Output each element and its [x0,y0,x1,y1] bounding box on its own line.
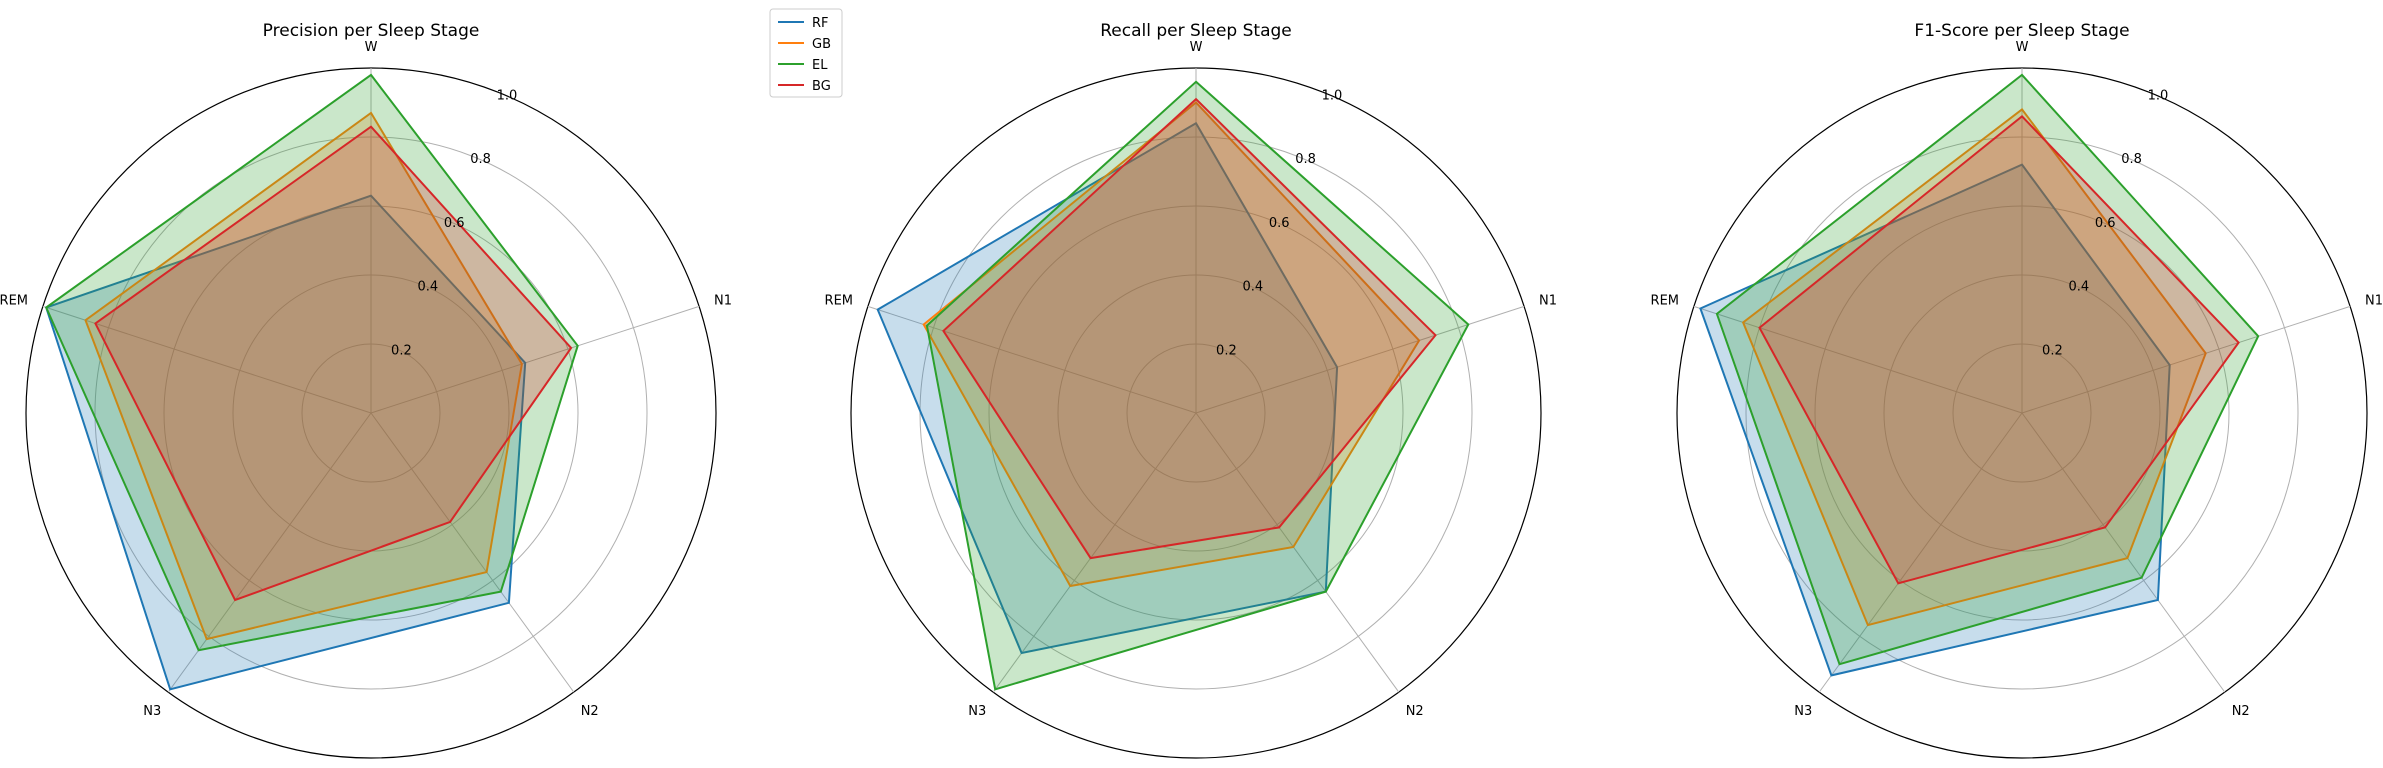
axis-label-rem: REM [0,294,28,309]
r-tick-label: 0.2 [391,343,412,358]
series-line-el [44,73,579,652]
series-line-gb [1741,107,2207,627]
charts-group: 0.2 0.4 0.6 0.8 1.0 W N1 N2 N3 REM Precision per S… [0,21,2383,759]
spoke-n3 [992,412,1197,693]
radar-chart-1: 0.2 0.4 0.6 0.8 1.0 W N1 N2 N3 REM Precision per S… [0,21,732,759]
r-tick-label: 0.6 [1269,216,1290,231]
series-line-rf [44,194,527,691]
r-tick-label: 0.4 [417,280,438,295]
axis-label-n3: N3 [143,704,161,719]
legend: RF GB EL BG [769,8,843,98]
series-area-gb [923,102,1420,586]
axis-label-n1: N1 [714,294,732,309]
legend-frame [769,8,843,98]
r-tick-label: 1.0 [2148,88,2169,103]
r-tick-label: 0.8 [470,152,491,167]
series-line-bg [94,125,573,602]
series-area-bg [1759,116,2239,584]
axis-label-n1: N1 [2365,294,2383,309]
spoke-rem [42,305,372,414]
r-tick-label: 1.0 [497,88,518,103]
series-area-bg [95,126,572,600]
axis-label-w: W [2016,40,2029,55]
r-tick-label: 0.8 [2121,152,2142,167]
spoke-n2 [2021,412,2226,693]
spoke-rem [1693,305,2023,414]
spoke-n3 [1818,412,2023,693]
spoke-n1 [1195,305,1525,414]
spoke-n1 [2021,305,2351,414]
legend-label-bg: BG [812,79,831,94]
series-line-gb [84,111,523,641]
series-area-rf [877,123,1338,653]
r-tick-label: 0.8 [1295,152,1316,167]
series-area-rf [1700,164,2170,676]
series-line-el [925,80,1470,691]
axis-label-n2: N2 [2232,704,2250,719]
r-tick-label: 0.2 [2042,343,2063,358]
r-tick-label: 0.4 [1242,280,1263,295]
spoke-n2 [1195,412,1400,693]
series-area-bg [943,99,1436,559]
axis-label-n2: N2 [581,704,599,719]
radar-chart-2: 0.2 0.4 0.6 0.8 1.0 W N1 N2 N3 REM Recall per Slee… [825,21,1557,759]
axis-label-n3: N3 [1794,704,1812,719]
series-line-bg [1758,114,2240,585]
series-line-bg [942,97,1437,560]
axis-label-w: W [1190,40,1203,55]
r-tick-label: 0.4 [2068,280,2089,295]
spoke-n2 [370,412,575,693]
spoke-n3 [167,412,372,693]
chart-title: Recall per Sleep Stage [1100,21,1292,41]
series-area-rf [46,195,526,690]
series-line-el [1715,73,2260,666]
r-tick-label: 0.2 [1216,343,1237,358]
axis-label-w: W [365,40,378,55]
legend-label-gb: GB [812,37,831,52]
r-tick-label: 0.6 [2095,216,2116,231]
series-line-rf [876,121,1339,655]
spoke-n1 [370,305,700,414]
axis-label-rem: REM [1651,294,1679,309]
chart-title: Precision per Sleep Stage [263,21,480,41]
axis-label-n1: N1 [1539,294,1557,309]
axis-label-rem: REM [825,294,853,309]
chart-title: F1-Score per Sleep Stage [1914,21,2129,41]
legend-label-rf: RF [812,16,829,31]
axis-label-n3: N3 [968,704,986,719]
r-tick-label: 0.6 [444,216,465,231]
series-area-gb [1743,109,2206,626]
legend-label-el: EL [812,58,828,73]
series-area-el [46,74,578,651]
axis-label-n2: N2 [1406,704,1424,719]
radar-chart-3: 0.2 0.4 0.6 0.8 1.0 W N1 N2 N3 REM F1-Score per Sl… [1651,21,2383,759]
series-area-gb [85,112,522,640]
r-tick-label: 1.0 [1322,88,1343,103]
